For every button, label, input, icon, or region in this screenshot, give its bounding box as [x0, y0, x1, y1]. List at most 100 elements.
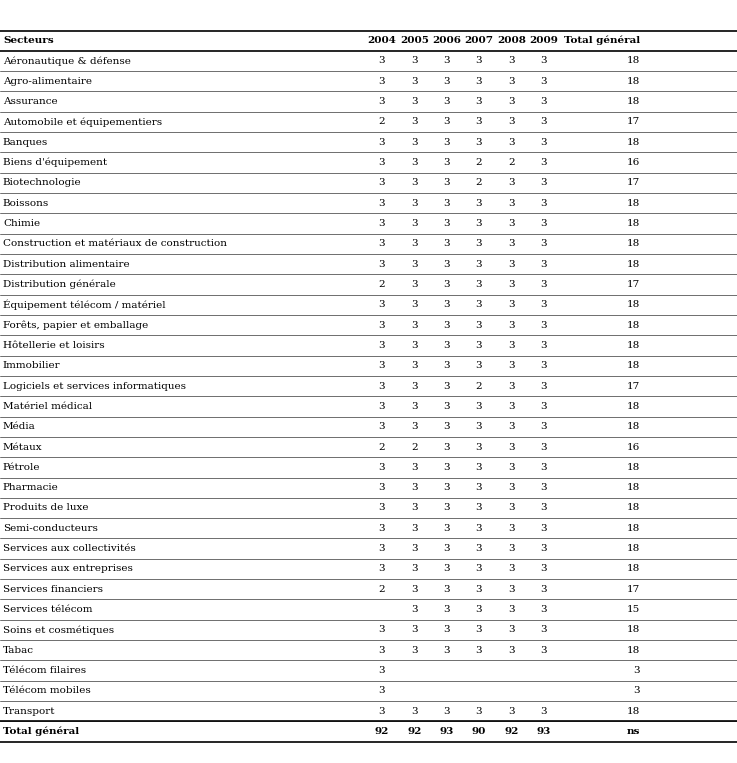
Text: 3: 3 [411, 301, 417, 309]
Text: 3: 3 [476, 361, 482, 370]
Text: 3: 3 [411, 118, 417, 127]
Text: 3: 3 [411, 56, 417, 66]
Text: Immobilier: Immobilier [3, 361, 60, 370]
Text: 3: 3 [379, 56, 385, 66]
Text: 3: 3 [476, 402, 482, 411]
Text: 3: 3 [444, 198, 450, 208]
Text: 3: 3 [379, 504, 385, 513]
Text: 18: 18 [626, 483, 640, 492]
Text: 3: 3 [541, 626, 547, 634]
Text: Aéronautique & défense: Aéronautique & défense [3, 56, 131, 66]
Text: Total général: Total général [564, 36, 640, 46]
Text: 3: 3 [541, 524, 547, 533]
Text: Biotechnologie: Biotechnologie [3, 179, 82, 188]
Text: 3: 3 [444, 443, 450, 452]
Text: 3: 3 [541, 584, 547, 594]
Text: 2: 2 [476, 158, 482, 167]
Text: 3: 3 [541, 56, 547, 66]
Text: 2007: 2007 [464, 36, 494, 45]
Text: 3: 3 [509, 77, 514, 85]
Text: 3: 3 [444, 382, 450, 391]
Text: Construction et matériaux de construction: Construction et matériaux de constructio… [3, 240, 227, 249]
Text: 3: 3 [509, 97, 514, 106]
Text: 3: 3 [444, 219, 450, 228]
Text: Pharmacie: Pharmacie [3, 483, 59, 492]
Text: 3: 3 [476, 198, 482, 208]
Text: 18: 18 [626, 56, 640, 66]
Text: Télécom mobiles: Télécom mobiles [3, 687, 91, 695]
Text: 3: 3 [476, 97, 482, 106]
Text: 3: 3 [476, 524, 482, 533]
Text: 3: 3 [476, 341, 482, 350]
Text: Services aux collectivités: Services aux collectivités [3, 544, 136, 553]
Text: Distribution générale: Distribution générale [3, 280, 116, 289]
Text: Chimie: Chimie [3, 219, 40, 228]
Text: 3: 3 [379, 320, 385, 330]
Text: 3: 3 [379, 524, 385, 533]
Text: 3: 3 [541, 301, 547, 309]
Text: 3: 3 [411, 707, 417, 716]
Text: 18: 18 [626, 626, 640, 634]
Text: 3: 3 [541, 138, 547, 146]
Text: 3: 3 [379, 198, 385, 208]
Text: 3: 3 [541, 645, 547, 655]
Text: Matériel médical: Matériel médical [3, 402, 92, 411]
Text: 3: 3 [509, 259, 514, 269]
Text: 17: 17 [626, 382, 640, 391]
Text: 3: 3 [509, 463, 514, 472]
Text: 18: 18 [626, 422, 640, 431]
Text: 3: 3 [379, 361, 385, 370]
Text: 3: 3 [509, 382, 514, 391]
Text: 18: 18 [626, 138, 640, 146]
Text: 3: 3 [509, 483, 514, 492]
Text: 3: 3 [541, 463, 547, 472]
Text: 3: 3 [444, 544, 450, 553]
Text: 3: 3 [476, 565, 482, 574]
Text: 3: 3 [411, 605, 417, 614]
Text: Biens d'équipement: Biens d'équipement [3, 158, 107, 167]
Text: 3: 3 [411, 626, 417, 634]
Text: 16: 16 [626, 158, 640, 167]
Text: 3: 3 [444, 77, 450, 85]
Text: 3: 3 [509, 219, 514, 228]
Text: 3: 3 [411, 402, 417, 411]
Text: Équipement télécom / matériel: Équipement télécom / matériel [3, 300, 166, 310]
Text: 3: 3 [444, 645, 450, 655]
Text: 3: 3 [541, 605, 547, 614]
Text: 3: 3 [444, 301, 450, 309]
Text: Logiciels et services informatiques: Logiciels et services informatiques [3, 382, 186, 391]
Text: 17: 17 [626, 584, 640, 594]
Text: 3: 3 [411, 361, 417, 370]
Text: 3: 3 [509, 240, 514, 249]
Text: 3: 3 [444, 56, 450, 66]
Text: 3: 3 [444, 118, 450, 127]
Text: 3: 3 [444, 422, 450, 431]
Text: Produits de luxe: Produits de luxe [3, 504, 88, 513]
Text: 3: 3 [476, 422, 482, 431]
Text: 3: 3 [411, 382, 417, 391]
Text: 3: 3 [541, 259, 547, 269]
Text: 3: 3 [509, 56, 514, 66]
Text: Pétrole: Pétrole [3, 463, 41, 472]
Text: 3: 3 [444, 259, 450, 269]
Text: 2004: 2004 [367, 36, 397, 45]
Text: 3: 3 [541, 97, 547, 106]
Text: 3: 3 [379, 626, 385, 634]
Text: 3: 3 [379, 463, 385, 472]
Text: 3: 3 [444, 483, 450, 492]
Text: 3: 3 [411, 645, 417, 655]
Text: 3: 3 [444, 584, 450, 594]
Text: 3: 3 [411, 138, 417, 146]
Text: Services aux entreprises: Services aux entreprises [3, 565, 133, 574]
Text: 3: 3 [411, 483, 417, 492]
Text: Métaux: Métaux [3, 443, 43, 452]
Text: 3: 3 [509, 524, 514, 533]
Text: 3: 3 [509, 422, 514, 431]
Text: 3: 3 [476, 118, 482, 127]
Text: 3: 3 [509, 301, 514, 309]
Text: 3: 3 [541, 483, 547, 492]
Text: Soins et cosmétiques: Soins et cosmétiques [3, 625, 114, 635]
Text: Agro-alimentaire: Agro-alimentaire [3, 77, 92, 85]
Text: 93: 93 [439, 727, 454, 736]
Text: Distribution alimentaire: Distribution alimentaire [3, 259, 130, 269]
